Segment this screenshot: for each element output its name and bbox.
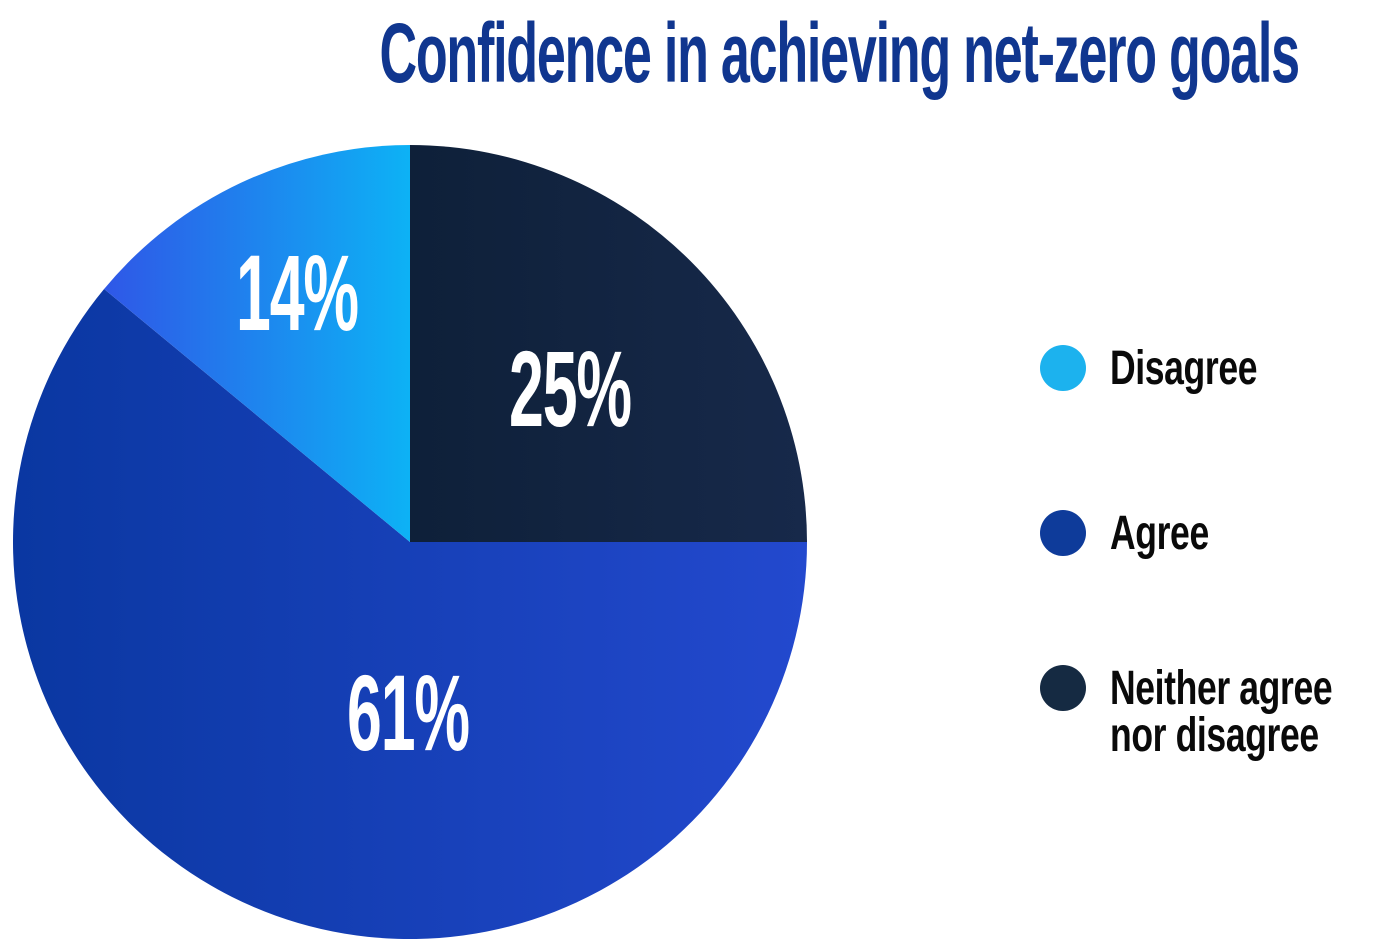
legend-label-agree: Agree [1110,507,1209,560]
chart-title: Confidence in achieving net-zero goals [379,6,1300,100]
legend-swatch-agree-icon [1040,510,1086,556]
legend-label-neither-line1: Neither agree [1110,662,1333,715]
legend-label-neither-line2: nor disagree [1110,709,1319,762]
pie-label-agree: 61% [347,652,470,773]
legend-label-disagree: Disagree [1110,342,1258,395]
pie-slice-neither-agree-nor-disagree [410,145,807,542]
legend-swatch-disagree-icon [1040,345,1086,391]
pie-slice-disagree [104,145,410,542]
pie-chart [13,145,807,939]
legend-label-neither-agree-nor-disagree: Neither agree nor disagree [1110,662,1333,762]
pie-label-disagree: 14% [236,232,359,353]
pie-slice-agree [13,289,807,939]
legend-item-agree: Agree [1040,507,1244,560]
pie-label-neither-agree-nor-disagree: 25% [509,328,632,449]
legend-item-neither-agree-nor-disagree: Neither agree nor disagree [1040,662,1386,762]
legend-swatch-neither-icon [1040,665,1086,711]
legend-item-disagree: Disagree [1040,342,1309,395]
